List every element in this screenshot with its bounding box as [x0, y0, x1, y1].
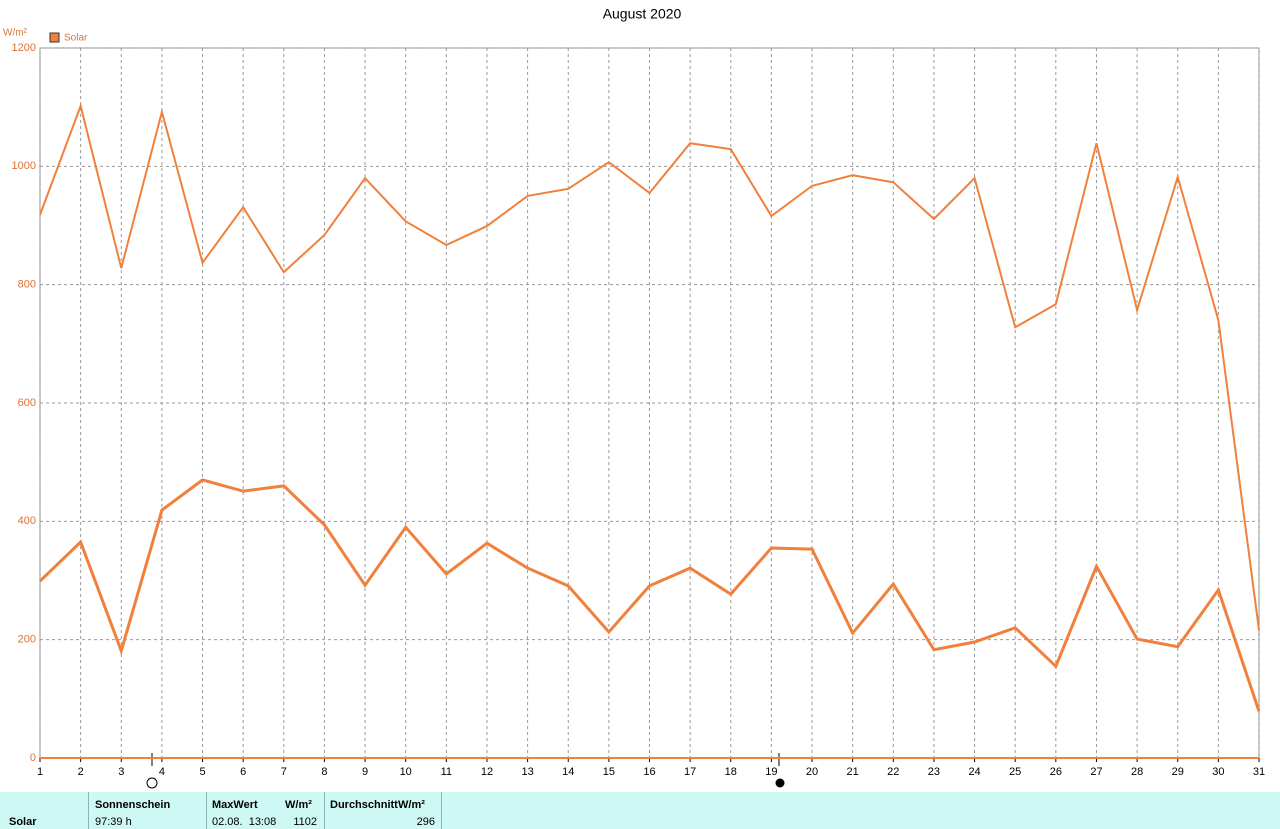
chart-title: August 2020 — [603, 6, 682, 22]
x-tick-label: 25 — [1009, 766, 1021, 778]
x-tick-label: 24 — [968, 766, 980, 778]
x-tick-label: 5 — [199, 766, 205, 778]
x-tick-label: 20 — [806, 766, 818, 778]
full-moon-icon — [146, 777, 158, 789]
x-tick-label: 3 — [118, 766, 124, 778]
x-tick-label: 6 — [240, 766, 246, 778]
y-tick-label: 800 — [18, 279, 36, 291]
x-tick-label: 16 — [643, 766, 655, 778]
cell: 1102 — [293, 816, 317, 828]
x-tick-label: 2 — [78, 766, 84, 778]
x-tick-label: 4 — [159, 766, 165, 778]
legend-label: Solar — [64, 33, 88, 44]
x-tick-label: 21 — [847, 766, 859, 778]
header: Sonnenschein — [95, 799, 171, 811]
x-tick-label: 17 — [684, 766, 696, 778]
header-unit: W/m² — [285, 799, 312, 811]
new-moon-icon — [775, 778, 785, 788]
separator — [88, 792, 89, 829]
x-tick-label: 30 — [1212, 766, 1224, 778]
x-tick-label: 15 — [603, 766, 615, 778]
cell: 97:39 h — [95, 816, 132, 828]
legend-swatch — [49, 32, 60, 43]
cell: 02.08. 13:08 — [212, 816, 277, 828]
x-tick-label: 7 — [281, 766, 287, 778]
x-tick-label: 18 — [725, 766, 737, 778]
y-tick-label: 200 — [18, 634, 36, 646]
x-tick-label: 23 — [928, 766, 940, 778]
x-tick-label: 29 — [1172, 766, 1184, 778]
x-tick-label: 19 — [765, 766, 777, 778]
row-label: Solar — [9, 816, 37, 828]
separator — [324, 792, 325, 829]
series-line — [39, 102, 1260, 631]
separator — [441, 792, 442, 829]
separator — [206, 792, 207, 829]
x-tick-label: 13 — [521, 766, 533, 778]
x-tick-label: 1 — [37, 766, 43, 778]
x-tick-label: 28 — [1131, 766, 1143, 778]
x-tick-label: 11 — [441, 766, 452, 778]
header: MaxWert — [212, 799, 258, 811]
y-tick-label: 1000 — [12, 160, 36, 172]
y-tick-label: 600 — [18, 397, 36, 409]
y-tick-label: 0 — [30, 752, 36, 764]
x-tick-label: 31 — [1253, 766, 1265, 778]
x-tick-label: 10 — [400, 766, 412, 778]
summary-table: Solar Sonnenschein 97:39 h MaxWert W/m² … — [0, 792, 1280, 829]
chart: August 2020 W/m² Solar 0 200 400 600 800 1000… — [3, 6, 1265, 789]
cell: 296 — [416, 816, 435, 828]
x-tick-label: 12 — [481, 766, 493, 778]
header-unit: W/m² — [398, 799, 425, 811]
x-tick-label: 26 — [1050, 766, 1062, 778]
y-axis-unit: W/m² — [3, 28, 28, 39]
x-tick-label: 8 — [321, 766, 327, 778]
x-tick-label: 14 — [562, 766, 574, 778]
series-line — [38, 478, 1261, 712]
x-tick-label: 22 — [887, 766, 899, 778]
x-tick-label: 27 — [1090, 766, 1102, 778]
y-tick-label: 400 — [18, 515, 36, 527]
y-tick-label: 1200 — [12, 42, 36, 54]
x-tick-label: 9 — [362, 766, 368, 778]
header: Durchschnitt — [330, 799, 398, 811]
